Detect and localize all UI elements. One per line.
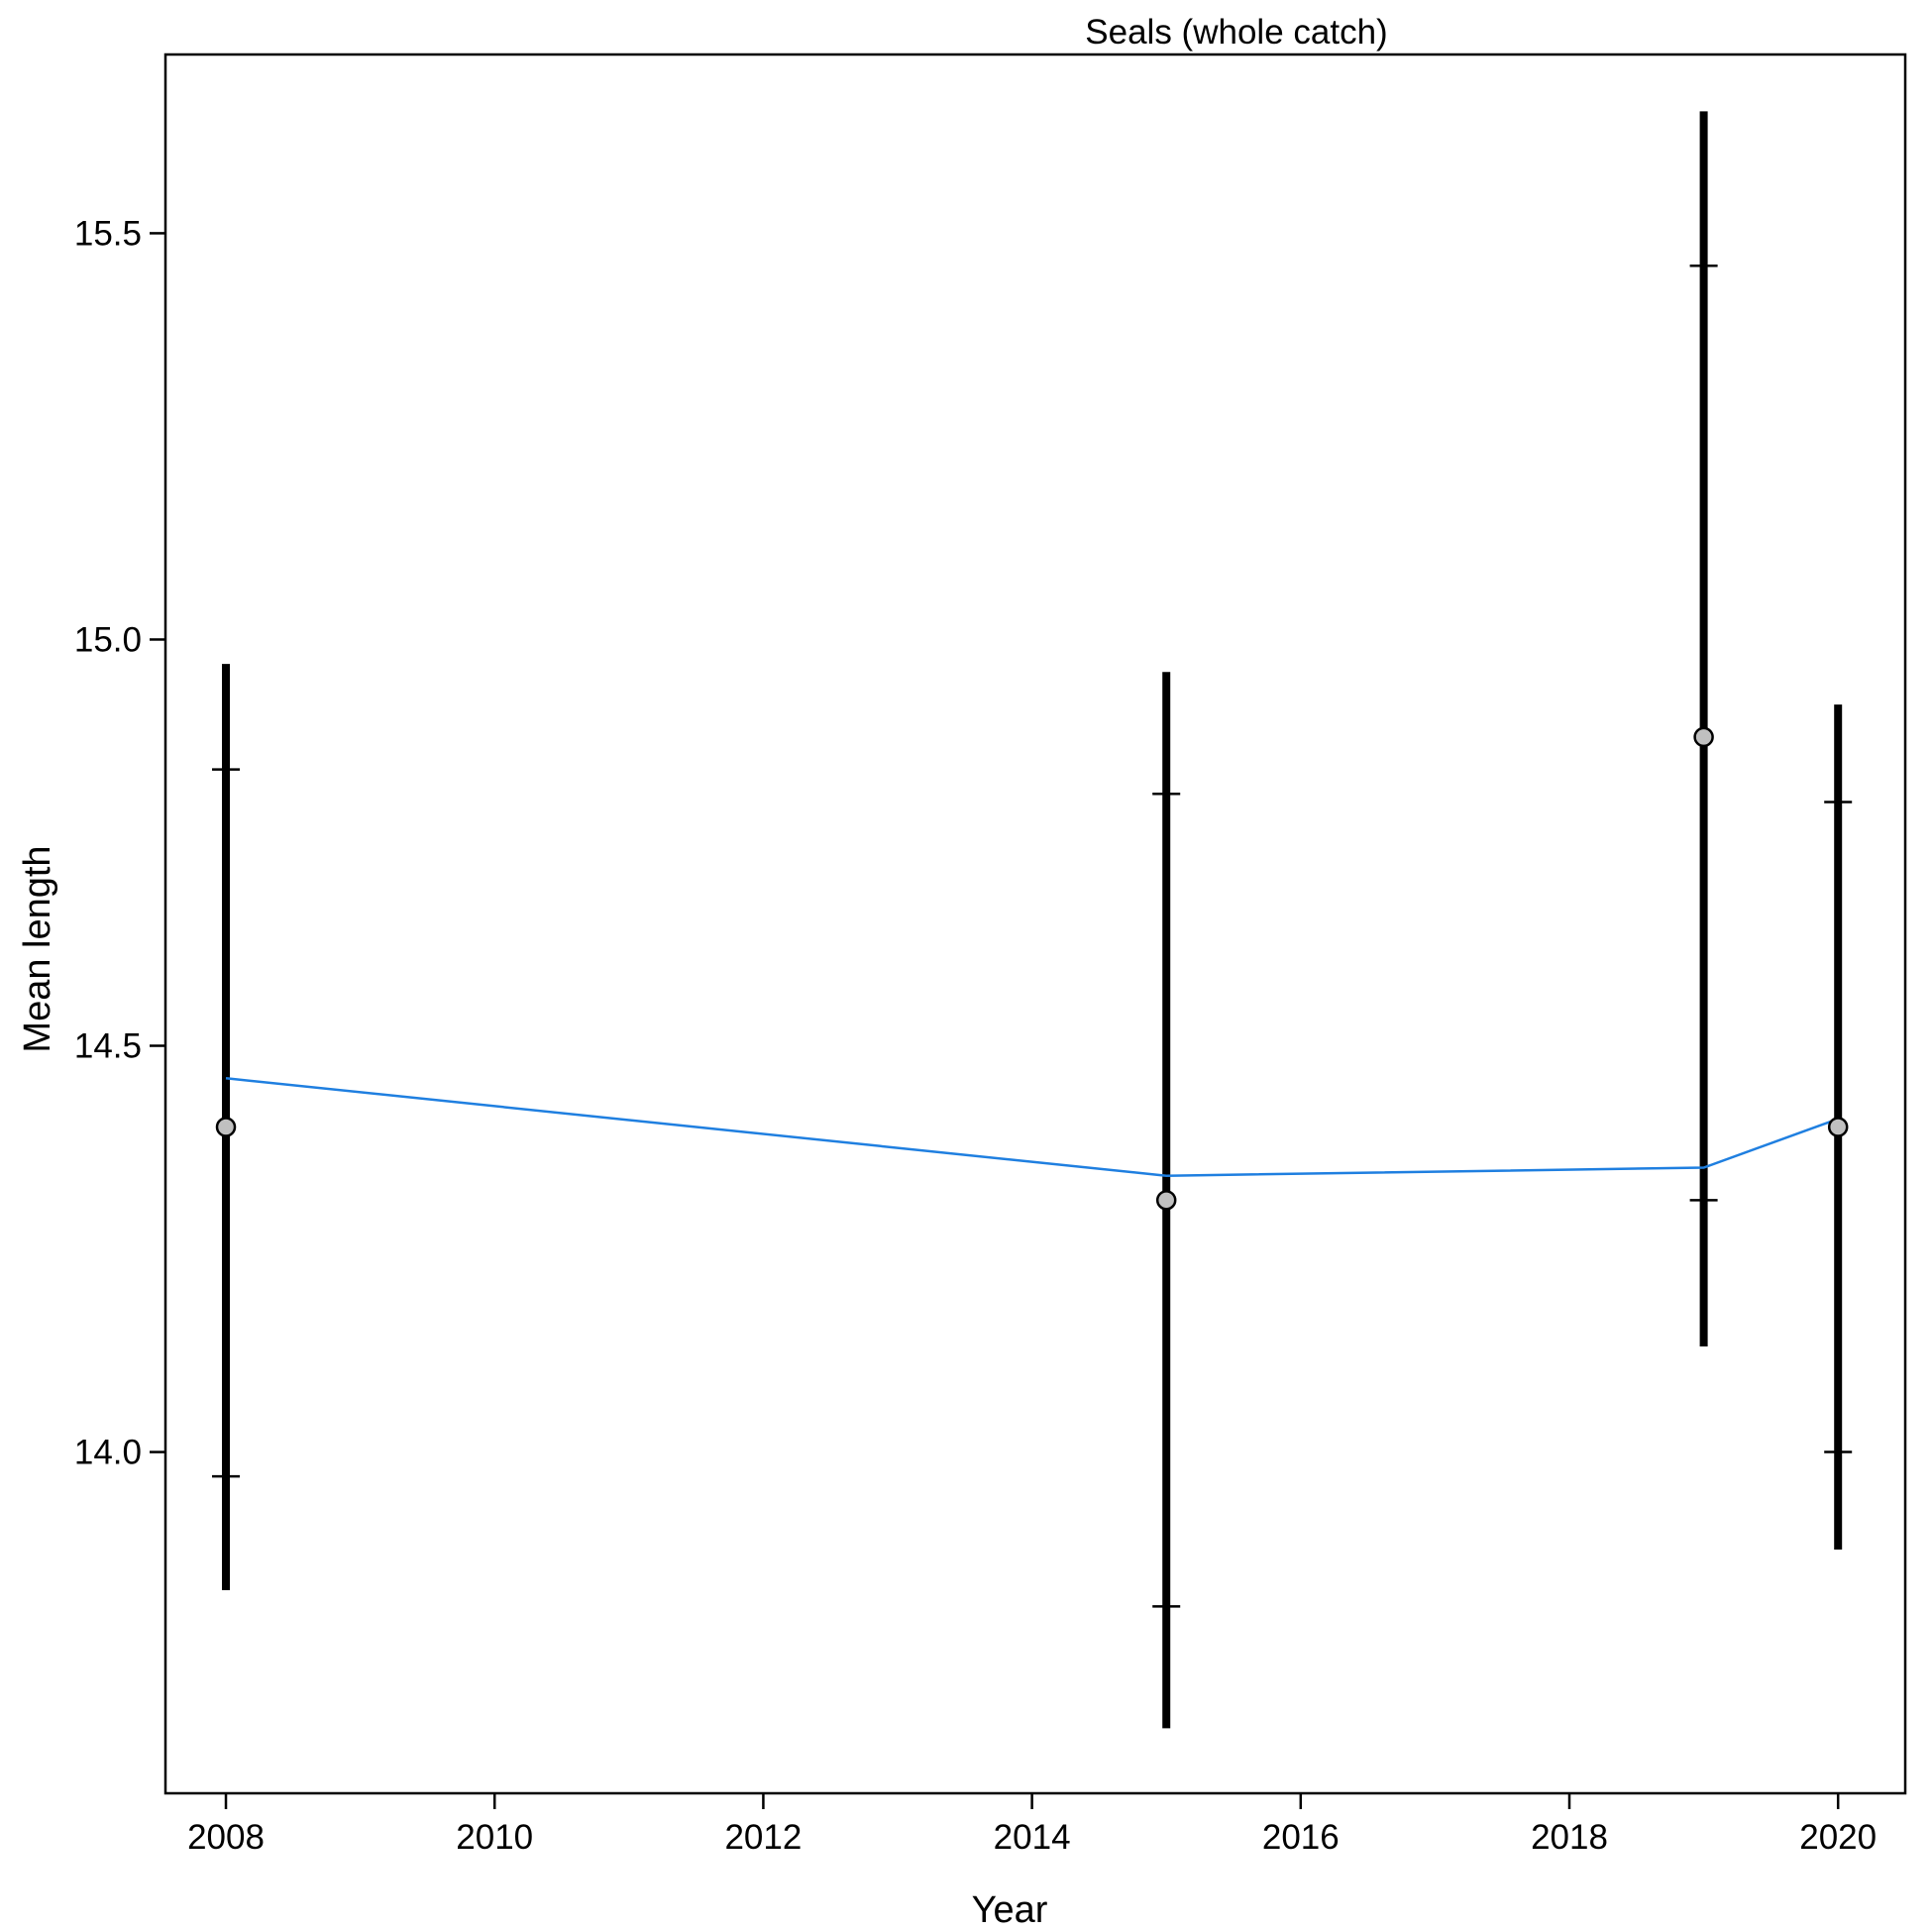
y-tick-label: 15.5 <box>74 214 142 253</box>
fitted-line-layer <box>225 1077 1839 1177</box>
x-tick-label: 2008 <box>187 1818 265 1857</box>
mean-points <box>215 726 1849 1211</box>
mean-point <box>215 1117 237 1137</box>
x-tick-label: 2020 <box>1799 1818 1877 1857</box>
y-tick-label: 14.5 <box>74 1027 142 1066</box>
mean-point <box>1155 1190 1177 1211</box>
x-tick-label: 2014 <box>994 1818 1071 1857</box>
y-axis: 14.0 14.5 15.0 15.5 <box>74 214 165 1472</box>
x-tick-label: 2018 <box>1531 1818 1608 1857</box>
x-tick-label: 2012 <box>724 1818 802 1857</box>
plot-frame <box>163 53 1907 1795</box>
x-tick-label: 2010 <box>456 1818 533 1857</box>
y-axis-label: Mean length <box>17 845 58 1052</box>
mean-point <box>1827 1117 1849 1137</box>
interval-bars <box>212 111 1853 1729</box>
x-axis: 2008 2010 2012 2014 2016 2018 2020 <box>187 1793 1877 1857</box>
x-tick-label: 2016 <box>1262 1818 1340 1857</box>
mean-point <box>1693 726 1714 748</box>
y-tick-label: 14.0 <box>74 1434 142 1472</box>
y-tick-label: 15.0 <box>74 620 142 659</box>
chart-title: Seals (whole catch) <box>1085 13 1387 52</box>
fitted-line <box>225 1077 1839 1177</box>
x-axis-label: Year <box>972 1889 1048 1931</box>
